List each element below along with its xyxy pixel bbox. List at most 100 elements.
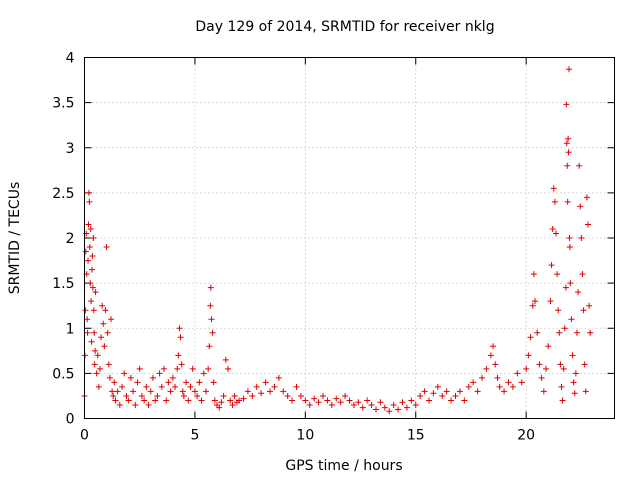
data-point — [569, 352, 576, 359]
data-point — [551, 198, 558, 205]
data-point — [571, 390, 578, 397]
data-point — [108, 316, 114, 323]
data-point — [474, 388, 481, 395]
data-point — [280, 388, 287, 395]
data-point — [534, 329, 541, 336]
data-point — [102, 307, 109, 314]
y-tick-label: 2.5 — [52, 186, 74, 202]
data-point — [206, 343, 213, 350]
data-point — [408, 397, 415, 404]
data-point — [87, 280, 94, 287]
data-point — [583, 194, 590, 201]
data-point — [207, 302, 214, 309]
data-point — [222, 356, 229, 363]
data-point — [523, 365, 530, 372]
data-point — [240, 395, 247, 402]
data-point — [559, 397, 566, 404]
data-point — [562, 284, 569, 291]
data-point — [381, 404, 388, 411]
data-point — [125, 397, 132, 404]
data-point — [337, 399, 344, 406]
data-point — [492, 361, 499, 368]
data-point — [177, 334, 184, 341]
data-point — [505, 379, 512, 386]
data-point — [373, 406, 379, 413]
data-point — [109, 388, 116, 395]
data-point — [395, 406, 402, 413]
data-point — [85, 221, 92, 228]
data-point — [196, 379, 203, 386]
data-point — [95, 383, 102, 390]
data-point — [439, 392, 446, 399]
data-point — [88, 338, 95, 345]
data-point — [346, 397, 353, 404]
data-point — [567, 280, 574, 287]
data-point — [417, 392, 424, 399]
data-point — [253, 383, 260, 390]
data-point — [364, 397, 371, 404]
data-point — [105, 361, 112, 368]
data-point — [96, 365, 103, 372]
data-point — [82, 248, 89, 255]
data-point — [576, 162, 583, 169]
data-point — [289, 397, 296, 404]
data-point — [311, 395, 318, 402]
data-point — [550, 185, 557, 192]
data-point — [267, 388, 273, 395]
data-point — [86, 198, 93, 205]
data-point — [165, 379, 172, 386]
data-point — [98, 334, 105, 341]
data-point — [127, 374, 134, 381]
data-point — [86, 244, 93, 251]
data-point — [577, 203, 584, 210]
data-point — [209, 329, 216, 336]
data-point — [490, 343, 497, 350]
data-point — [565, 149, 572, 156]
x-tick-label: 15 — [407, 428, 425, 444]
data-point — [262, 379, 269, 386]
data-point — [112, 397, 119, 404]
data-point — [556, 329, 563, 336]
data-point — [487, 352, 494, 359]
x-tick-label: 0 — [80, 428, 89, 444]
x-tick-label: 5 — [190, 428, 199, 444]
data-point — [198, 397, 205, 404]
data-point — [560, 365, 567, 372]
data-point — [205, 365, 212, 372]
data-point — [412, 401, 419, 408]
data-point — [529, 302, 536, 309]
data-point — [84, 316, 91, 323]
data-point — [208, 316, 215, 323]
y-tick-label: 0.5 — [52, 366, 74, 382]
data-point — [145, 401, 152, 408]
data-point — [377, 399, 384, 406]
data-point — [443, 388, 450, 395]
data-point — [130, 388, 137, 395]
data-point — [92, 347, 99, 354]
data-point — [564, 198, 571, 205]
data-points — [81, 66, 594, 415]
data-point — [136, 365, 143, 372]
data-point — [386, 408, 393, 415]
x-tick-label: 10 — [296, 428, 314, 444]
data-point — [565, 135, 572, 142]
data-point — [90, 307, 97, 314]
data-point — [94, 352, 101, 359]
data-point — [111, 379, 118, 386]
data-point — [229, 401, 236, 408]
data-point — [483, 365, 490, 372]
data-point — [421, 388, 428, 395]
data-point — [163, 397, 170, 404]
data-point — [147, 388, 154, 395]
data-point — [399, 399, 406, 406]
data-point — [573, 329, 580, 336]
data-point — [154, 392, 161, 399]
data-point — [494, 374, 501, 381]
data-point — [558, 383, 565, 390]
data-point — [368, 401, 375, 408]
data-point — [104, 329, 111, 336]
data-point — [580, 307, 587, 314]
data-point — [586, 302, 593, 309]
data-point — [342, 392, 349, 399]
